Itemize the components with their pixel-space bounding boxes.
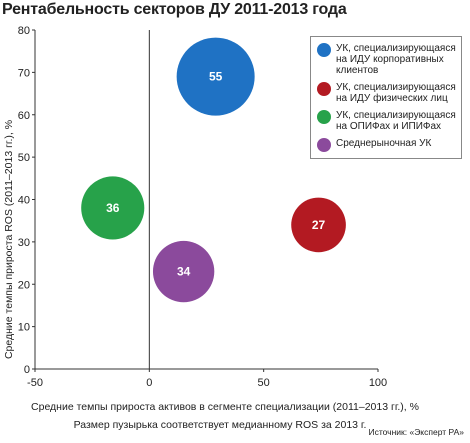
legend-marker bbox=[317, 138, 331, 152]
bubble-value-label: 27 bbox=[312, 218, 326, 232]
y-tick-label: 80 bbox=[18, 25, 30, 37]
y-tick-label: 40 bbox=[18, 195, 30, 207]
y-tick-label: 60 bbox=[18, 110, 30, 122]
bubbles: 55 27 36 34 bbox=[81, 37, 346, 303]
legend: УК, специализирующаяся на ИДУ корпоратив… bbox=[310, 36, 462, 159]
x-tick-label: -50 bbox=[27, 377, 43, 389]
legend-label: УК, специализирующаяся на ИДУ физических… bbox=[336, 82, 456, 104]
y-tick-label: 0 bbox=[24, 364, 30, 376]
bubble bbox=[176, 37, 255, 116]
x-tick-label: 50 bbox=[258, 377, 270, 389]
bubble bbox=[81, 176, 145, 240]
bubble-size-note: Размер пузырька соответствует медианному… bbox=[73, 419, 367, 431]
legend-label: УК, специализирующаяся на ИДУ корпоратив… bbox=[336, 43, 456, 76]
legend-marker bbox=[317, 110, 331, 124]
legend-item: Среднерыночная УК bbox=[317, 138, 457, 152]
y-axis-label: Средние темпы прироста ROS (2011–2013 гг… bbox=[3, 120, 15, 359]
y-tick-label: 70 bbox=[18, 67, 30, 79]
y-tick-label: 20 bbox=[18, 279, 30, 291]
source-note: Источник: «Эксперт РА» bbox=[368, 427, 464, 437]
chart-title: Рентабельность секторов ДУ 2011-2013 год… bbox=[2, 1, 347, 18]
legend-marker bbox=[317, 82, 331, 96]
axes bbox=[32, 29, 379, 372]
legend-item: УК, специализирующаяся на ИДУ корпоратив… bbox=[317, 43, 457, 76]
y-tick-label: 30 bbox=[18, 237, 30, 249]
legend-item: УК, специализирующаяся на ИДУ физических… bbox=[317, 82, 457, 104]
x-axis-label: Средние темпы прироста активов в сегмент… bbox=[31, 401, 419, 413]
bubble bbox=[152, 240, 215, 303]
bubble-value-label: 36 bbox=[106, 201, 120, 215]
bubble-value-label: 55 bbox=[209, 70, 223, 84]
legend-marker bbox=[317, 43, 331, 57]
legend-label: УК, специализирующаяся на ОПИФах и ИПИФа… bbox=[336, 110, 456, 132]
legend-item: УК, специализирующаяся на ОПИФах и ИПИФа… bbox=[317, 110, 457, 132]
bubble bbox=[291, 197, 346, 253]
y-tick-label: 10 bbox=[18, 322, 30, 334]
bubble-value-label: 34 bbox=[177, 265, 191, 279]
x-tick-label: 100 bbox=[369, 377, 387, 389]
legend-label: Среднерыночная УК bbox=[336, 138, 432, 149]
y-tick-label: 50 bbox=[18, 152, 30, 164]
x-tick-label: 0 bbox=[146, 377, 152, 389]
